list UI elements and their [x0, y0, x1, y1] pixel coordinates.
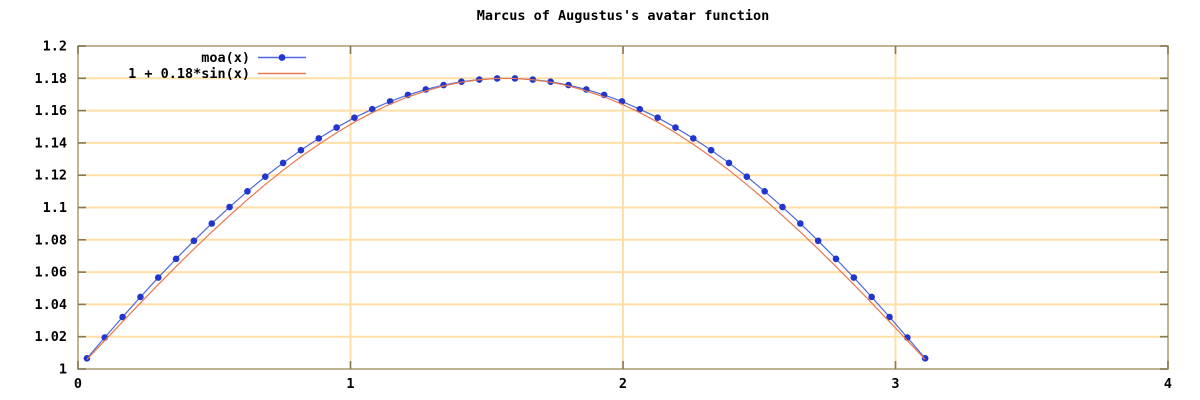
series-line-1	[86, 77, 926, 360]
series-point-0	[761, 188, 768, 195]
series-point-0	[190, 237, 198, 245]
x-tick-label: 2	[619, 376, 627, 392]
y-tick-label: 1.04	[34, 297, 67, 313]
series-point-0	[636, 105, 644, 113]
series-point-0	[832, 255, 840, 263]
series-point-0	[279, 159, 287, 167]
y-tick-label: 1.2	[43, 39, 67, 55]
series-point-0	[297, 146, 305, 154]
series-point-0	[672, 124, 679, 131]
series-point-0	[172, 255, 180, 263]
y-tick-label: 1.18	[34, 71, 67, 87]
series-point-0	[690, 135, 697, 142]
series-point-0	[333, 124, 340, 131]
x-tick-label: 0	[74, 376, 82, 392]
series-point-0	[351, 114, 358, 122]
series-point-0	[244, 188, 251, 195]
series-point-0	[208, 220, 216, 227]
legend-sample-point-moa	[278, 54, 286, 61]
series-point-0	[154, 274, 162, 281]
series-point-0	[315, 135, 323, 142]
series-point-0	[707, 146, 715, 154]
series-point-0	[725, 159, 733, 167]
series-point-0	[868, 293, 875, 301]
legend-label-moa: moa(x)	[201, 50, 250, 66]
series-point-0	[814, 237, 822, 245]
x-tick-label: 4	[1164, 376, 1172, 392]
series-point-0	[921, 355, 929, 362]
y-tick-label: 1.1	[43, 200, 67, 216]
series-point-0	[368, 105, 376, 113]
y-tick-label: 1	[59, 362, 67, 378]
x-tick-label: 1	[346, 376, 354, 392]
plot-area: 0 1 2 3 411.021.041.061.081.11.121.141.161.1…	[34, 39, 1172, 393]
series-point-0	[119, 313, 126, 321]
series-line-0	[86, 77, 926, 359]
x-tick-label: 3	[891, 376, 899, 392]
series-point-0	[261, 173, 269, 180]
series-point-0	[83, 355, 91, 362]
series-point-0	[886, 313, 893, 321]
chart-title: Marcus of Augustus's avatar function	[477, 8, 770, 24]
y-tick-label: 1.14	[34, 135, 67, 151]
y-tick-label: 1.12	[34, 168, 67, 184]
y-tick-label: 1.02	[34, 329, 67, 345]
series-point-0	[137, 293, 144, 301]
series-point-0	[743, 173, 751, 180]
legend: moa(x) 1 + 0.18*sin(x)	[128, 50, 306, 82]
series-point-0	[654, 114, 661, 122]
series-point-0	[797, 220, 804, 227]
series-point-0	[779, 203, 786, 211]
series-point-0	[850, 274, 858, 281]
series-point-0	[226, 203, 233, 211]
legend-label-sine: 1 + 0.18*sin(x)	[128, 66, 250, 82]
y-tick-label: 1.08	[34, 232, 67, 248]
y-tick-label: 1.16	[34, 103, 67, 119]
y-tick-label: 1.06	[34, 265, 67, 281]
